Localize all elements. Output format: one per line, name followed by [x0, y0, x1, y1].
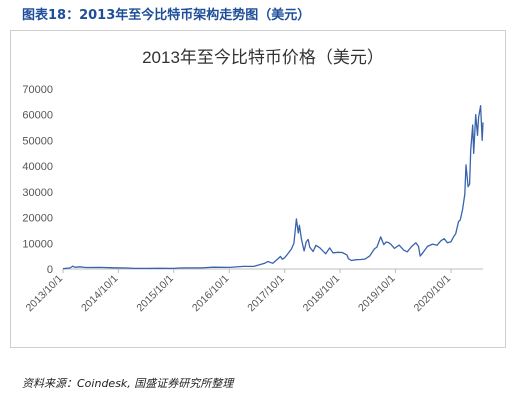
price-series-line: [62, 105, 484, 270]
figure-caption: 图表18：2013年至今比特币架构走势图（美元）: [22, 8, 311, 23]
chart-title: 2013年至今比特币价格（美元）: [142, 48, 384, 67]
y-tick-label: 60000: [22, 110, 53, 122]
x-tick-label: 2015/10/1: [134, 273, 176, 315]
chart-frame: 2013年至今比特币价格（美元） 0 10000 20000 30000 40000 50…: [10, 30, 506, 348]
x-tick-label: 2018/10/1: [301, 273, 343, 315]
x-axis: 2013/10/1 2014/10/1 2015/10/1 2016/10/1 2017…: [24, 268, 483, 315]
x-tick-label: 2014/10/1: [79, 273, 121, 315]
y-tick-label: 70000: [22, 84, 53, 96]
y-tick-label: 0: [47, 264, 53, 276]
y-axis: 0 10000 20000 30000 40000 50000 60000 70000: [22, 84, 53, 276]
bitcoin-price-chart: 2013年至今比特币价格（美元） 0 10000 20000 30000 40000 50…: [22, 48, 484, 315]
y-tick-label: 40000: [22, 161, 53, 173]
y-tick-label: 30000: [22, 187, 53, 199]
x-tick-label: 2019/10/1: [356, 273, 398, 315]
x-tick-label: 2017/10/1: [245, 273, 287, 315]
source-note: 资料来源：Coindesk, 国盛证券研究所整理: [22, 377, 234, 390]
y-tick-label: 20000: [22, 213, 53, 225]
x-tick-label: 2013/10/1: [24, 273, 66, 315]
y-tick-label: 50000: [22, 135, 53, 147]
x-tick-label: 2016/10/1: [190, 273, 232, 315]
y-tick-label: 10000: [22, 238, 53, 250]
x-tick-label: 2020/10/1: [412, 273, 454, 315]
